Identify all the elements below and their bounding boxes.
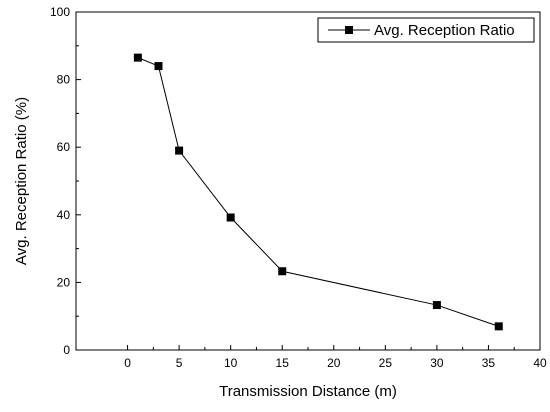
data-point	[278, 267, 287, 276]
x-tick-label: 40	[533, 356, 547, 370]
y-tick-label: 40	[57, 208, 71, 222]
series-line	[137, 57, 499, 327]
x-tick-label: 10	[224, 356, 238, 370]
x-tick-label: 5	[176, 356, 183, 370]
y-axis-ticks: 0 20 40 60 80 100	[50, 5, 81, 357]
legend: Avg. Reception Ratio	[317, 17, 535, 43]
legend-marker	[345, 26, 353, 34]
data-point	[494, 322, 503, 331]
data-point	[175, 146, 184, 155]
plot-frame	[75, 11, 541, 351]
data-point	[432, 301, 441, 310]
y-tick-label: 100	[50, 5, 70, 19]
x-tick-label: 25	[379, 356, 393, 370]
data-point	[154, 62, 163, 71]
data-point	[226, 213, 235, 222]
x-axis-ticks: 0 5 10 15 20 25 30 35 40	[124, 345, 547, 370]
x-axis-title: Transmission Distance (m)	[219, 383, 397, 400]
y-tick-label: 80	[57, 73, 71, 87]
series-layer	[133, 53, 503, 331]
x-tick-label: 35	[482, 356, 496, 370]
y-axis-title: Avg. Reception Ratio (%)	[13, 97, 30, 265]
x-tick-label: 0	[124, 356, 131, 370]
y-tick-label: 20	[57, 275, 71, 289]
x-tick-label: 15	[276, 356, 290, 370]
y-tick-label: 60	[57, 140, 71, 154]
data-point	[133, 53, 142, 62]
x-tick-label: 30	[430, 356, 444, 370]
y-tick-label: 0	[63, 343, 70, 357]
legend-label: Avg. Reception Ratio	[374, 22, 515, 39]
x-tick-label: 20	[327, 356, 341, 370]
